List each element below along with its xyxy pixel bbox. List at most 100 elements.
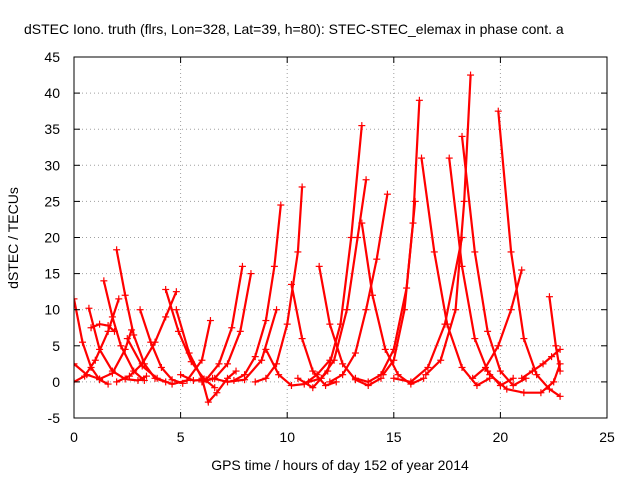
data-point: [91, 356, 99, 364]
data-point: [469, 374, 477, 382]
data-point: [351, 349, 359, 357]
data-point: [481, 363, 489, 371]
data-point: [518, 374, 526, 382]
x-tick-label: 0: [70, 429, 78, 445]
data-point: [224, 378, 232, 386]
data-point: [123, 335, 131, 343]
data-point: [198, 378, 206, 386]
series-line: [254, 186, 304, 383]
data-point: [343, 306, 351, 314]
data-point: [415, 96, 423, 104]
data-point: [507, 248, 515, 256]
data-point: [528, 367, 536, 375]
data-point: [121, 291, 129, 299]
data-point: [262, 345, 270, 353]
data-point: [134, 376, 142, 384]
data-point: [74, 360, 78, 368]
data-point: [383, 190, 391, 198]
data-point: [552, 342, 560, 350]
series-arc-26: [379, 96, 423, 379]
x-tick-labels: 0 5 10 15 20 25: [70, 429, 615, 445]
data-point: [358, 219, 366, 227]
series-arc-31: [458, 132, 530, 390]
data-point: [273, 306, 281, 314]
series-line: [290, 284, 337, 387]
data-point: [185, 349, 193, 357]
data-point: [390, 356, 398, 364]
data-point: [262, 374, 270, 382]
series-line: [488, 363, 562, 394]
data-point: [347, 234, 355, 241]
data-point: [305, 378, 313, 386]
data-point: [545, 293, 553, 301]
data-point: [206, 317, 214, 325]
data-point: [317, 374, 325, 382]
data-point: [130, 331, 138, 339]
data-point: [275, 371, 283, 379]
series-arc-16: [230, 201, 285, 384]
data-point: [294, 248, 302, 256]
data-point: [298, 335, 306, 343]
y-tick-label: 45: [44, 49, 60, 65]
data-point: [228, 324, 236, 332]
data-point: [443, 320, 451, 328]
data-point: [548, 353, 556, 361]
data-point: [287, 382, 295, 390]
data-point: [100, 277, 108, 285]
data-point: [108, 367, 116, 375]
data-point: [339, 360, 347, 368]
data-point: [473, 382, 481, 390]
series-arc-35: [518, 345, 564, 382]
data-point: [204, 398, 212, 406]
data-point: [354, 234, 362, 241]
data-point: [467, 71, 475, 79]
series-arc-28: [418, 154, 494, 390]
y-tick-label: 20: [44, 230, 60, 246]
data-point: [494, 107, 502, 115]
plot-title-group: dSTEC Iono. truth (flrs, Lon=328, Lat=39…: [24, 21, 564, 37]
series-arc-22: [305, 176, 370, 386]
data-point: [113, 378, 121, 386]
data-point: [362, 176, 370, 184]
series-line: [264, 348, 331, 387]
data-point: [115, 295, 123, 303]
data-point: [351, 374, 359, 382]
data-point: [172, 288, 180, 296]
data-point: [211, 384, 219, 392]
series-arc-23: [326, 190, 391, 386]
data-point: [326, 378, 334, 386]
data-point: [198, 356, 206, 364]
data-point: [247, 270, 255, 278]
series-arc-33: [494, 107, 564, 400]
data-point: [108, 313, 116, 321]
series-arc-32: [469, 266, 526, 382]
data-point: [550, 378, 558, 386]
data-point: [287, 280, 295, 288]
data-point: [332, 378, 340, 386]
series-arc-10: [113, 288, 180, 386]
data-point: [251, 353, 259, 361]
series-arc-36: [545, 293, 564, 375]
data-point: [168, 376, 176, 384]
data-point: [224, 360, 232, 368]
data-point: [452, 306, 460, 314]
data-point: [533, 371, 541, 379]
data-point: [96, 320, 104, 328]
data-point: [339, 371, 347, 379]
data-point: [471, 335, 479, 343]
series-arc-6: [100, 277, 148, 384]
data-point: [362, 306, 370, 314]
x-tick-label: 15: [386, 429, 402, 445]
series-line: [233, 204, 282, 382]
y-tick-label: 40: [44, 85, 60, 101]
series-line: [116, 291, 178, 383]
data-point: [556, 392, 564, 400]
series-line: [297, 125, 363, 390]
data-point: [458, 262, 466, 270]
data-point: [113, 246, 121, 254]
series-line: [382, 100, 421, 376]
chart-title: dSTEC Iono. truth (flrs, Lon=328, Lat=39…: [24, 21, 564, 37]
data-point: [496, 367, 504, 375]
data-point: [364, 378, 372, 386]
data-point: [298, 183, 306, 191]
